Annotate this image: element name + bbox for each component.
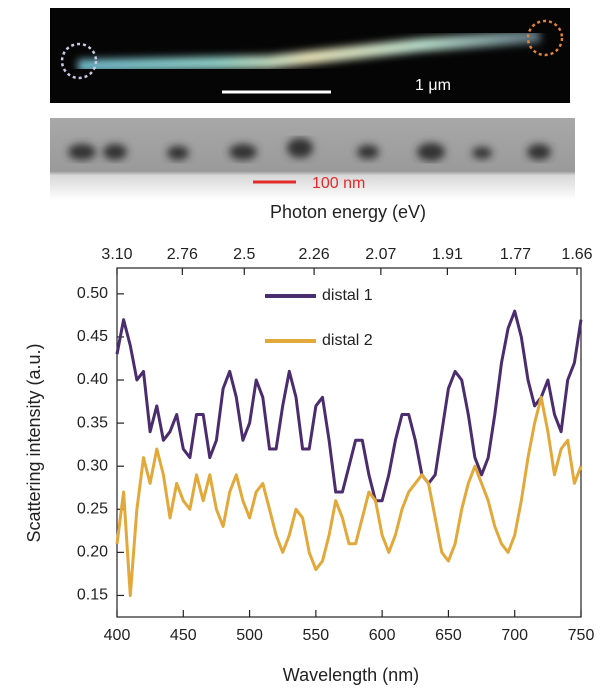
x2-tick-label: 2.5 xyxy=(233,246,255,263)
x-axis-title: Wavelength (nm) xyxy=(283,665,419,685)
y-tick-label: 0.20 xyxy=(77,544,108,561)
x2-tick-label: 3.10 xyxy=(101,246,132,263)
y-tick-label: 0.50 xyxy=(77,285,108,302)
x-tick-label: 400 xyxy=(104,627,131,644)
y-axis-title: Scattering intensity (a.u.) xyxy=(24,343,44,542)
sem-image xyxy=(50,118,575,200)
y-tick-label: 0.25 xyxy=(77,501,108,518)
x2-axis-title: Photon energy (eV) xyxy=(270,202,426,222)
sem-spots xyxy=(68,138,551,161)
y-tick-label: 0.45 xyxy=(77,328,108,345)
x-tick-label: 650 xyxy=(435,627,462,644)
x2-tick-label: 1.66 xyxy=(561,246,592,263)
x-tick-label: 550 xyxy=(303,627,330,644)
x-tick-label: 450 xyxy=(170,627,197,644)
series-line xyxy=(115,309,583,503)
x2-tick-label: 1.77 xyxy=(500,246,531,263)
legend-label: distal 2 xyxy=(322,332,373,349)
x2-tick-label: 1.91 xyxy=(432,246,463,263)
legend-label: distal 1 xyxy=(322,287,373,304)
y-tick-label: 0.15 xyxy=(77,587,108,604)
y-tick-label: 0.35 xyxy=(77,414,108,431)
x-tick-label: 700 xyxy=(501,627,528,644)
y-tick-label: 0.30 xyxy=(77,457,108,474)
x2-tick-label: 2.76 xyxy=(167,246,198,263)
x-tick-label: 750 xyxy=(568,627,595,644)
x2-tick-label: 2.07 xyxy=(365,246,396,263)
circle-distal-2 xyxy=(526,19,564,57)
sem-scale-label: 100 nm xyxy=(312,175,365,192)
y-tick-label: 0.40 xyxy=(77,371,108,388)
nanowire xyxy=(77,29,541,73)
x-tick-label: 600 xyxy=(369,627,396,644)
x-tick-label: 500 xyxy=(236,627,263,644)
series-line xyxy=(115,395,583,597)
plot-frame xyxy=(116,267,582,618)
circle-distal-1 xyxy=(60,42,98,80)
scale-label: 1 μm xyxy=(415,77,451,94)
x2-tick-label: 2.26 xyxy=(299,246,330,263)
